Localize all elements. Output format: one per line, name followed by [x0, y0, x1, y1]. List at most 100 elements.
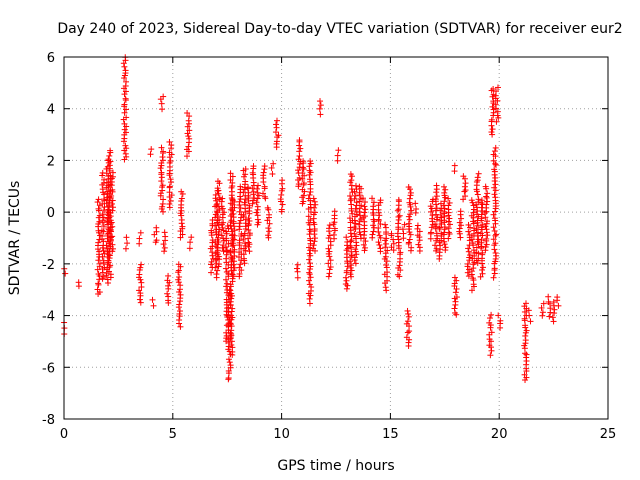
data-point	[122, 129, 129, 136]
x-tick-label: 0	[60, 427, 68, 442]
data-point	[445, 235, 452, 242]
data-point	[178, 198, 185, 205]
data-point	[349, 210, 356, 217]
data-point	[351, 224, 358, 231]
data-point	[488, 329, 495, 336]
data-point	[335, 147, 342, 154]
data-point	[347, 224, 354, 231]
data-point	[523, 351, 530, 358]
data-point	[266, 220, 273, 227]
data-point	[299, 169, 306, 176]
data-point	[490, 274, 497, 281]
data-point	[229, 271, 236, 278]
data-point	[405, 310, 412, 317]
data-point	[230, 236, 237, 243]
data-point	[178, 188, 185, 195]
data-point	[158, 100, 165, 107]
data-point	[445, 225, 452, 232]
data-point	[405, 339, 412, 346]
data-point	[187, 239, 194, 246]
data-point	[483, 194, 490, 201]
data-point	[369, 231, 376, 238]
data-point	[161, 248, 168, 255]
data-point	[265, 225, 272, 232]
data-point	[207, 261, 214, 268]
data-point	[175, 261, 182, 268]
data-point	[241, 230, 248, 237]
data-point	[427, 208, 434, 215]
data-point	[550, 299, 557, 306]
data-point	[395, 264, 402, 271]
data-point	[214, 219, 221, 226]
data-point	[236, 270, 243, 277]
data-point	[433, 193, 440, 200]
data-point	[254, 189, 261, 196]
data-point	[494, 108, 501, 115]
data-point	[406, 236, 413, 243]
data-point	[464, 269, 471, 276]
data-point	[356, 183, 363, 190]
data-point	[474, 191, 481, 198]
data-point	[179, 223, 186, 230]
data-point	[306, 269, 313, 276]
data-point	[351, 230, 358, 237]
data-point	[369, 195, 376, 202]
data-point	[477, 273, 484, 280]
data-point	[457, 234, 464, 241]
data-point	[312, 235, 319, 242]
data-point	[164, 277, 171, 284]
data-point	[136, 287, 143, 294]
data-point	[216, 207, 223, 214]
data-point	[346, 215, 353, 222]
data-point	[457, 208, 464, 215]
data-point	[109, 169, 116, 176]
data-point	[464, 260, 471, 267]
data-point	[229, 228, 236, 235]
data-point	[208, 258, 215, 265]
data-point	[261, 163, 268, 170]
data-point	[492, 174, 499, 181]
data-point	[523, 327, 530, 334]
data-point	[212, 264, 219, 271]
data-point	[478, 211, 485, 218]
data-point	[375, 225, 382, 232]
data-point	[486, 319, 493, 326]
data-point	[468, 197, 475, 204]
data-point	[175, 267, 182, 274]
data-point	[400, 230, 407, 237]
data-point	[160, 208, 167, 215]
data-point	[452, 309, 459, 316]
data-point	[122, 150, 129, 157]
data-point	[441, 198, 448, 205]
data-point	[377, 245, 384, 252]
data-point	[362, 206, 369, 213]
data-point	[96, 248, 103, 255]
data-point	[159, 182, 166, 189]
data-point	[296, 174, 303, 181]
x-tick-label: 5	[169, 427, 177, 442]
data-point	[99, 211, 106, 218]
data-point	[306, 281, 313, 288]
data-point	[266, 211, 273, 218]
data-point	[123, 145, 130, 152]
data-point	[415, 241, 422, 248]
data-point	[307, 158, 314, 165]
data-point	[493, 88, 500, 95]
data-point	[377, 197, 384, 204]
data-point	[166, 201, 173, 208]
data-point	[96, 218, 103, 225]
data-point	[121, 91, 128, 98]
data-point	[261, 193, 268, 200]
data-point	[492, 240, 499, 247]
data-point	[453, 277, 460, 284]
data-point	[136, 235, 143, 242]
data-point	[240, 236, 247, 243]
data-point	[279, 177, 286, 184]
data-point	[121, 75, 128, 82]
data-point	[394, 271, 401, 278]
data-point	[406, 229, 413, 236]
data-point	[219, 244, 226, 251]
data-point	[469, 275, 476, 282]
data-point	[432, 196, 439, 203]
data-point	[107, 172, 114, 179]
